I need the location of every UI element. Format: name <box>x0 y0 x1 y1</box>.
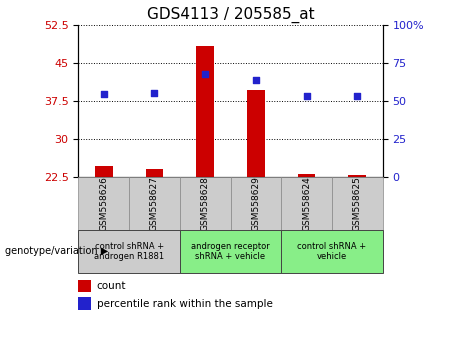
Bar <box>78 230 180 273</box>
Text: percentile rank within the sample: percentile rank within the sample <box>97 299 272 309</box>
Text: androgen receptor
shRNA + vehicle: androgen receptor shRNA + vehicle <box>191 242 270 261</box>
Point <box>354 93 361 99</box>
Text: GSM558627: GSM558627 <box>150 176 159 231</box>
Bar <box>230 177 281 230</box>
Point <box>151 90 158 96</box>
Text: GSM558625: GSM558625 <box>353 176 362 231</box>
Bar <box>332 177 383 230</box>
Title: GDS4113 / 205585_at: GDS4113 / 205585_at <box>147 7 314 23</box>
Text: genotype/variation ▶: genotype/variation ▶ <box>5 246 108 256</box>
Text: GSM558626: GSM558626 <box>99 176 108 231</box>
Point <box>201 72 209 77</box>
Bar <box>349 175 366 177</box>
Bar <box>78 280 90 292</box>
Bar <box>78 297 90 310</box>
Bar <box>146 169 163 177</box>
Text: control shRNA +
androgen R1881: control shRNA + androgen R1881 <box>94 242 164 261</box>
Bar <box>281 177 332 230</box>
Bar <box>196 46 214 177</box>
Bar <box>95 166 112 177</box>
Text: GSM558628: GSM558628 <box>201 176 210 231</box>
Point <box>303 93 310 99</box>
Bar <box>247 90 265 177</box>
Bar <box>281 230 383 273</box>
Text: count: count <box>97 281 126 291</box>
Bar <box>180 230 281 273</box>
Bar <box>129 177 180 230</box>
Bar <box>180 177 230 230</box>
Bar <box>78 177 129 230</box>
Bar <box>298 174 315 177</box>
Text: GSM558629: GSM558629 <box>251 176 260 231</box>
Point <box>252 77 260 82</box>
Point <box>100 91 107 97</box>
Text: GSM558624: GSM558624 <box>302 176 311 231</box>
Text: control shRNA +
vehicle: control shRNA + vehicle <box>297 242 366 261</box>
